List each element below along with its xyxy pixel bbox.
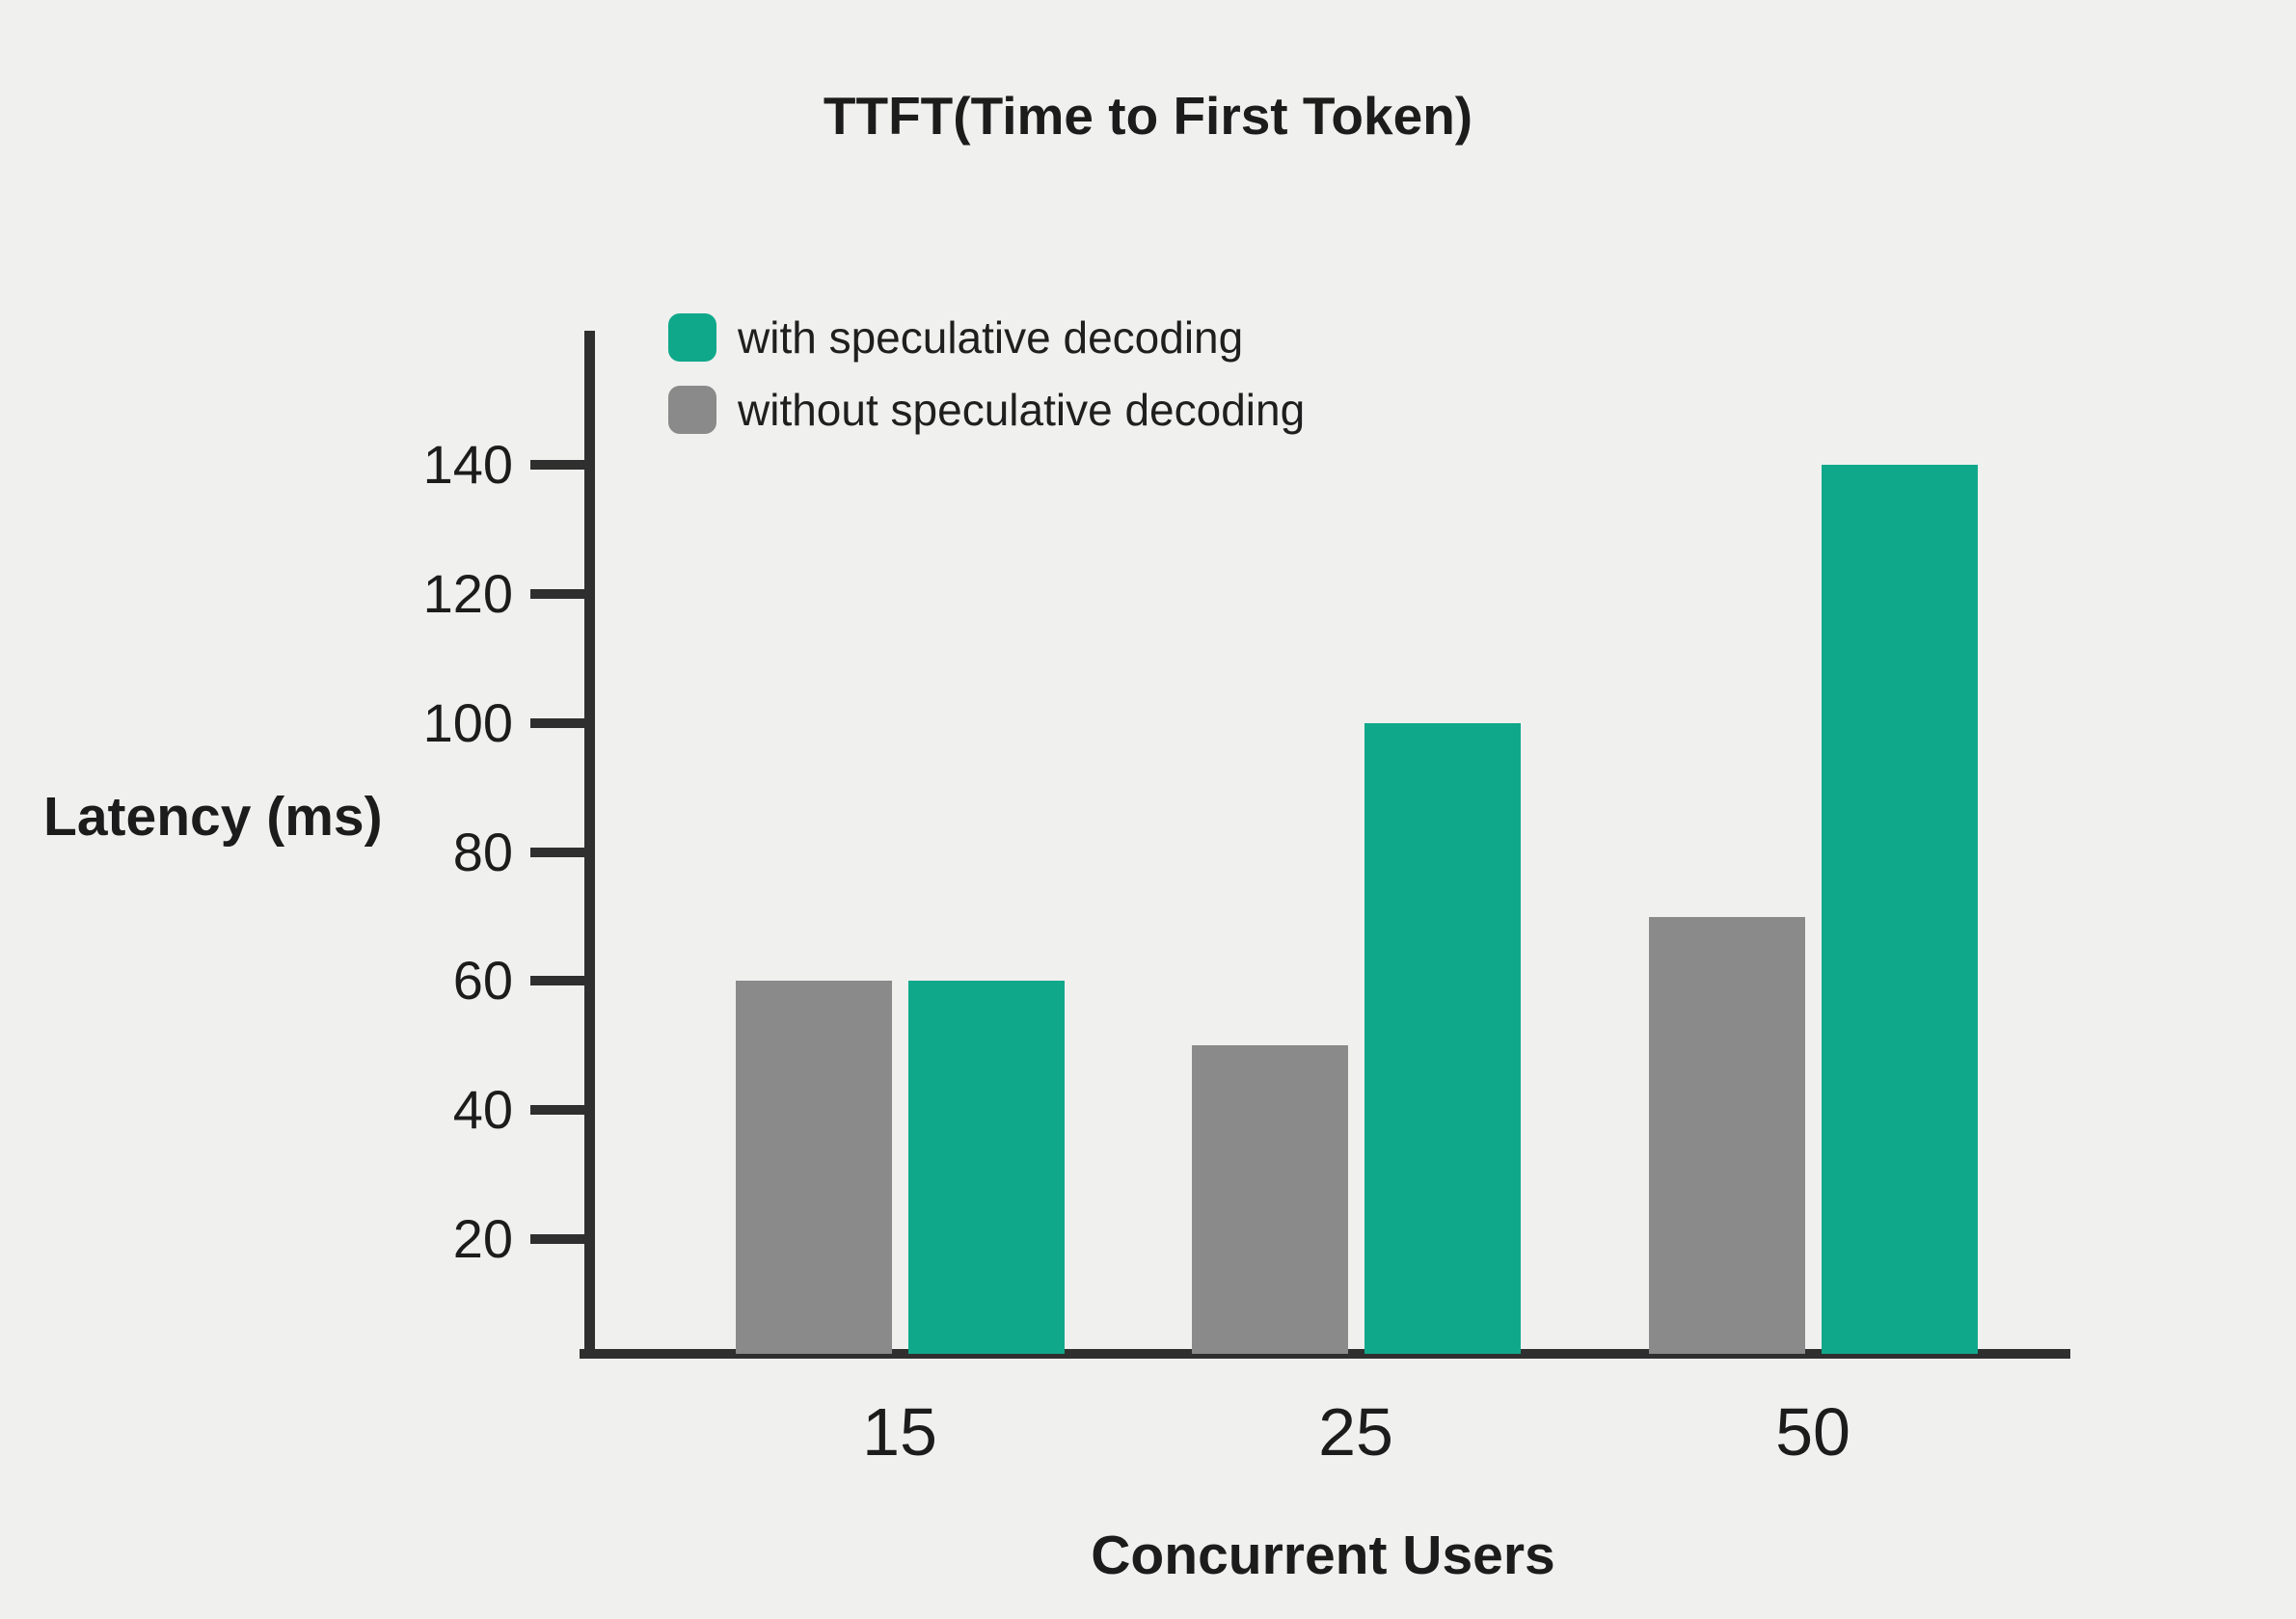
bar-without-speculative-decoding-users-25 [1192, 1045, 1348, 1354]
bar-without-speculative-decoding-users-15 [736, 981, 892, 1354]
bar-with-speculative-decoding-users-50 [1822, 465, 1978, 1354]
legend-label: without speculative decoding [738, 385, 1306, 435]
y-tick-label-60: 60 [452, 950, 513, 1011]
y-tick-mark-120 [530, 589, 589, 599]
chart-legend: with speculative decoding without specul… [668, 311, 1305, 456]
x-tick-label-50: 50 [1775, 1394, 1850, 1470]
y-tick-mark-80 [530, 848, 589, 857]
bar-without-speculative-decoding-users-50 [1649, 917, 1805, 1354]
y-tick-label-140: 140 [422, 434, 513, 495]
y-tick-mark-40 [530, 1105, 589, 1115]
chart-title: TTFT(Time to First Token) [823, 86, 1473, 146]
y-tick-label-20: 20 [452, 1208, 513, 1269]
legend-item-with-speculative-decoding: with speculative decoding [668, 311, 1305, 364]
legend-swatch-gray [668, 386, 716, 434]
y-tick-mark-60 [530, 976, 589, 985]
legend-swatch-teal [668, 313, 716, 362]
y-tick-mark-20 [530, 1234, 589, 1244]
x-tick-label-15: 15 [862, 1394, 937, 1470]
legend-item-without-speculative-decoding: without speculative decoding [668, 384, 1305, 436]
bar-with-speculative-decoding-users-15 [908, 981, 1065, 1354]
y-tick-label-100: 100 [422, 692, 513, 753]
bar-with-speculative-decoding-users-25 [1364, 723, 1521, 1354]
y-tick-label-120: 120 [422, 563, 513, 624]
legend-label: with speculative decoding [738, 312, 1244, 363]
y-axis-title: Latency (ms) [43, 786, 383, 848]
y-axis-line [584, 331, 595, 1359]
y-tick-mark-140 [530, 460, 589, 470]
x-axis-line [580, 1349, 2070, 1359]
x-tick-label-25: 25 [1318, 1394, 1393, 1470]
y-tick-mark-100 [530, 718, 589, 728]
y-tick-label-80: 80 [452, 822, 513, 882]
x-axis-title: Concurrent Users [1091, 1525, 1555, 1586]
y-tick-label-40: 40 [452, 1079, 513, 1140]
